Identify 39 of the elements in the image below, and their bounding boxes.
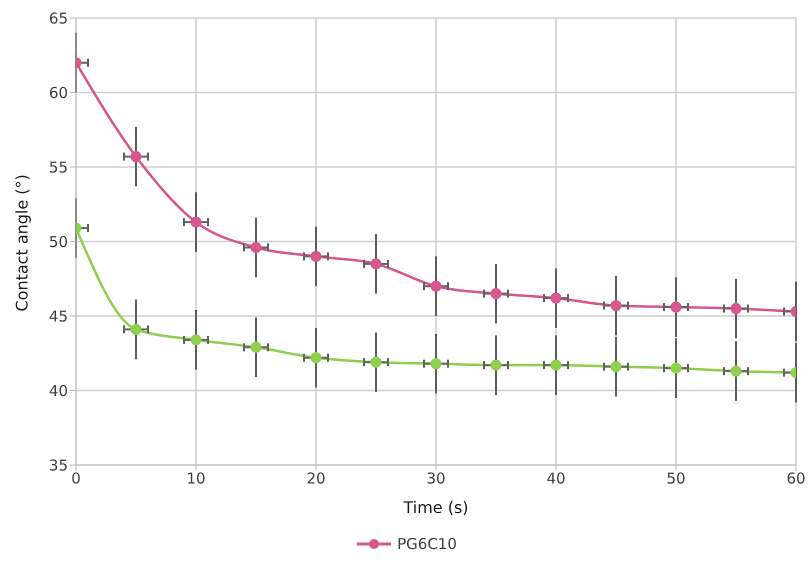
x-tick-label: 50 [666,470,686,488]
y-tick-label: 55 [48,158,68,176]
point [550,292,562,304]
point [310,352,322,364]
x-tick-label: 60 [786,470,806,488]
point [190,216,202,228]
point [490,288,502,300]
legend-label: PG6C10 [396,535,457,553]
point [430,280,442,292]
point [310,250,322,262]
point [610,361,622,372]
point [250,342,262,353]
y-tick-label: 65 [48,9,68,28]
point [430,358,442,370]
y-tick-label: 50 [48,232,68,251]
point [190,334,202,346]
point [730,366,742,377]
y-tick-label: 35 [48,456,68,474]
point [670,302,682,313]
point [610,300,622,312]
point [250,242,262,253]
point [730,303,742,314]
point [370,258,382,270]
x-tick-label: 40 [546,470,566,488]
point [670,362,682,374]
y-tick-label: 60 [48,84,68,102]
point [490,360,502,371]
y-tick-label: 45 [48,307,68,326]
point [130,151,142,162]
point [370,356,382,368]
x-axis-title: Time (s) [402,498,469,517]
x-tick-label: 0 [71,470,81,488]
x-tick-label: 30 [426,470,446,488]
point [550,360,562,371]
y-tick-label: 40 [48,382,68,400]
y-axis-title: Contact angle (°) [12,174,32,312]
point [130,324,142,335]
x-tick-label: 20 [306,470,326,488]
x-tick-label: 10 [186,470,206,488]
